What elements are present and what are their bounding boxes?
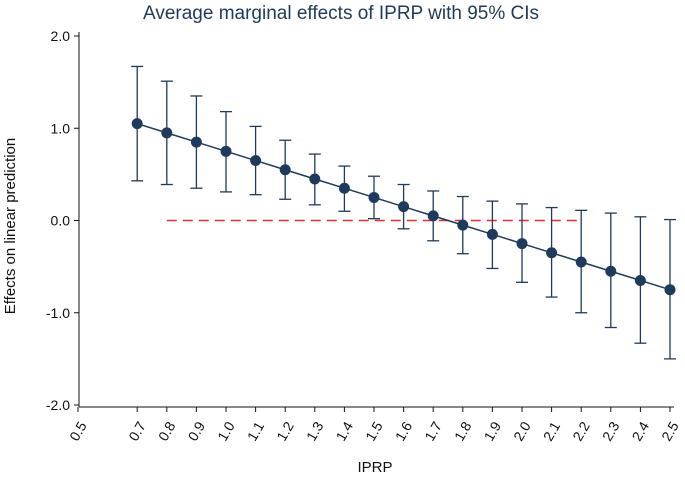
x-tick-label: 0.9 bbox=[185, 419, 209, 444]
data-point bbox=[161, 127, 173, 139]
data-point bbox=[131, 118, 143, 130]
x-tick-label: 2.2 bbox=[569, 419, 593, 444]
x-tick-label: 0.5 bbox=[66, 419, 90, 444]
x-axis-label: IPRP bbox=[357, 459, 392, 476]
data-point bbox=[546, 247, 558, 259]
y-tick-label: 1.0 bbox=[51, 120, 71, 136]
x-tick-label: 1.6 bbox=[392, 419, 416, 444]
x-tick-label: 2.4 bbox=[629, 419, 653, 444]
data-point bbox=[279, 164, 291, 176]
plot-area: 2.01.00.0-1.0-2.00.5 0.7 0.8 0.9 1.0 1.1 1.2 1.… bbox=[46, 28, 682, 444]
y-tick-label: 2.0 bbox=[51, 28, 71, 44]
x-tick-label: 1.5 bbox=[362, 419, 386, 444]
y-tick-label: 0.0 bbox=[51, 213, 71, 229]
data-point bbox=[368, 191, 380, 203]
data-point bbox=[338, 182, 350, 194]
x-tick-label: 1.0 bbox=[214, 419, 238, 444]
y-tick-label: -1.0 bbox=[46, 305, 70, 321]
x-tick-label: 0.7 bbox=[125, 419, 149, 444]
data-point bbox=[190, 136, 202, 148]
x-tick-label: 2.3 bbox=[599, 419, 623, 444]
y-axis-label: Effects on linear prediction bbox=[2, 138, 19, 315]
data-point bbox=[250, 155, 262, 167]
data-point bbox=[516, 238, 528, 250]
y-tick-label: -2.0 bbox=[46, 397, 70, 413]
x-tick-label: 2.0 bbox=[510, 419, 534, 444]
x-tick-label: 0.8 bbox=[155, 419, 179, 444]
x-tick-label: 1.2 bbox=[273, 419, 297, 444]
data-point bbox=[486, 228, 498, 240]
data-point bbox=[398, 201, 410, 213]
x-tick-label: 1.1 bbox=[244, 419, 268, 444]
data-point bbox=[309, 173, 321, 185]
chart-title: Average marginal effects of IPRP with 95… bbox=[143, 3, 539, 24]
x-tick-label: 1.9 bbox=[481, 419, 505, 444]
x-tick-label: 1.7 bbox=[421, 419, 445, 444]
data-point bbox=[664, 284, 676, 296]
x-tick-label: 2.1 bbox=[540, 419, 564, 444]
x-tick-label: 1.3 bbox=[303, 419, 327, 444]
data-point bbox=[427, 210, 439, 222]
data-point bbox=[605, 265, 617, 277]
data-point bbox=[457, 219, 469, 231]
x-tick-label: 2.5 bbox=[658, 419, 682, 444]
data-point bbox=[634, 274, 646, 286]
data-point bbox=[575, 256, 587, 268]
x-tick-label: 1.8 bbox=[451, 419, 475, 444]
data-point bbox=[220, 145, 232, 157]
x-tick-label: 1.4 bbox=[333, 419, 357, 444]
